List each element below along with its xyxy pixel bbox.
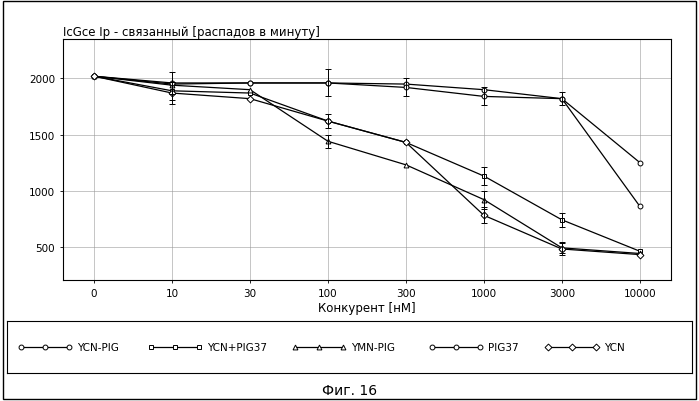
Text: YMN-PIG: YMN-PIG — [351, 342, 395, 352]
Text: YCN-PIG: YCN-PIG — [77, 342, 119, 352]
Text: YCN+PIG37: YCN+PIG37 — [207, 342, 267, 352]
Text: PIG37: PIG37 — [488, 342, 519, 352]
Text: YCN: YCN — [605, 342, 625, 352]
Text: Фиг. 16: Фиг. 16 — [322, 383, 377, 397]
X-axis label: Конкурент [нМ]: Конкурент [нМ] — [318, 301, 416, 314]
Text: IcGce Ip - связанный [распадов в минуту]: IcGce Ip - связанный [распадов в минуту] — [63, 26, 319, 39]
